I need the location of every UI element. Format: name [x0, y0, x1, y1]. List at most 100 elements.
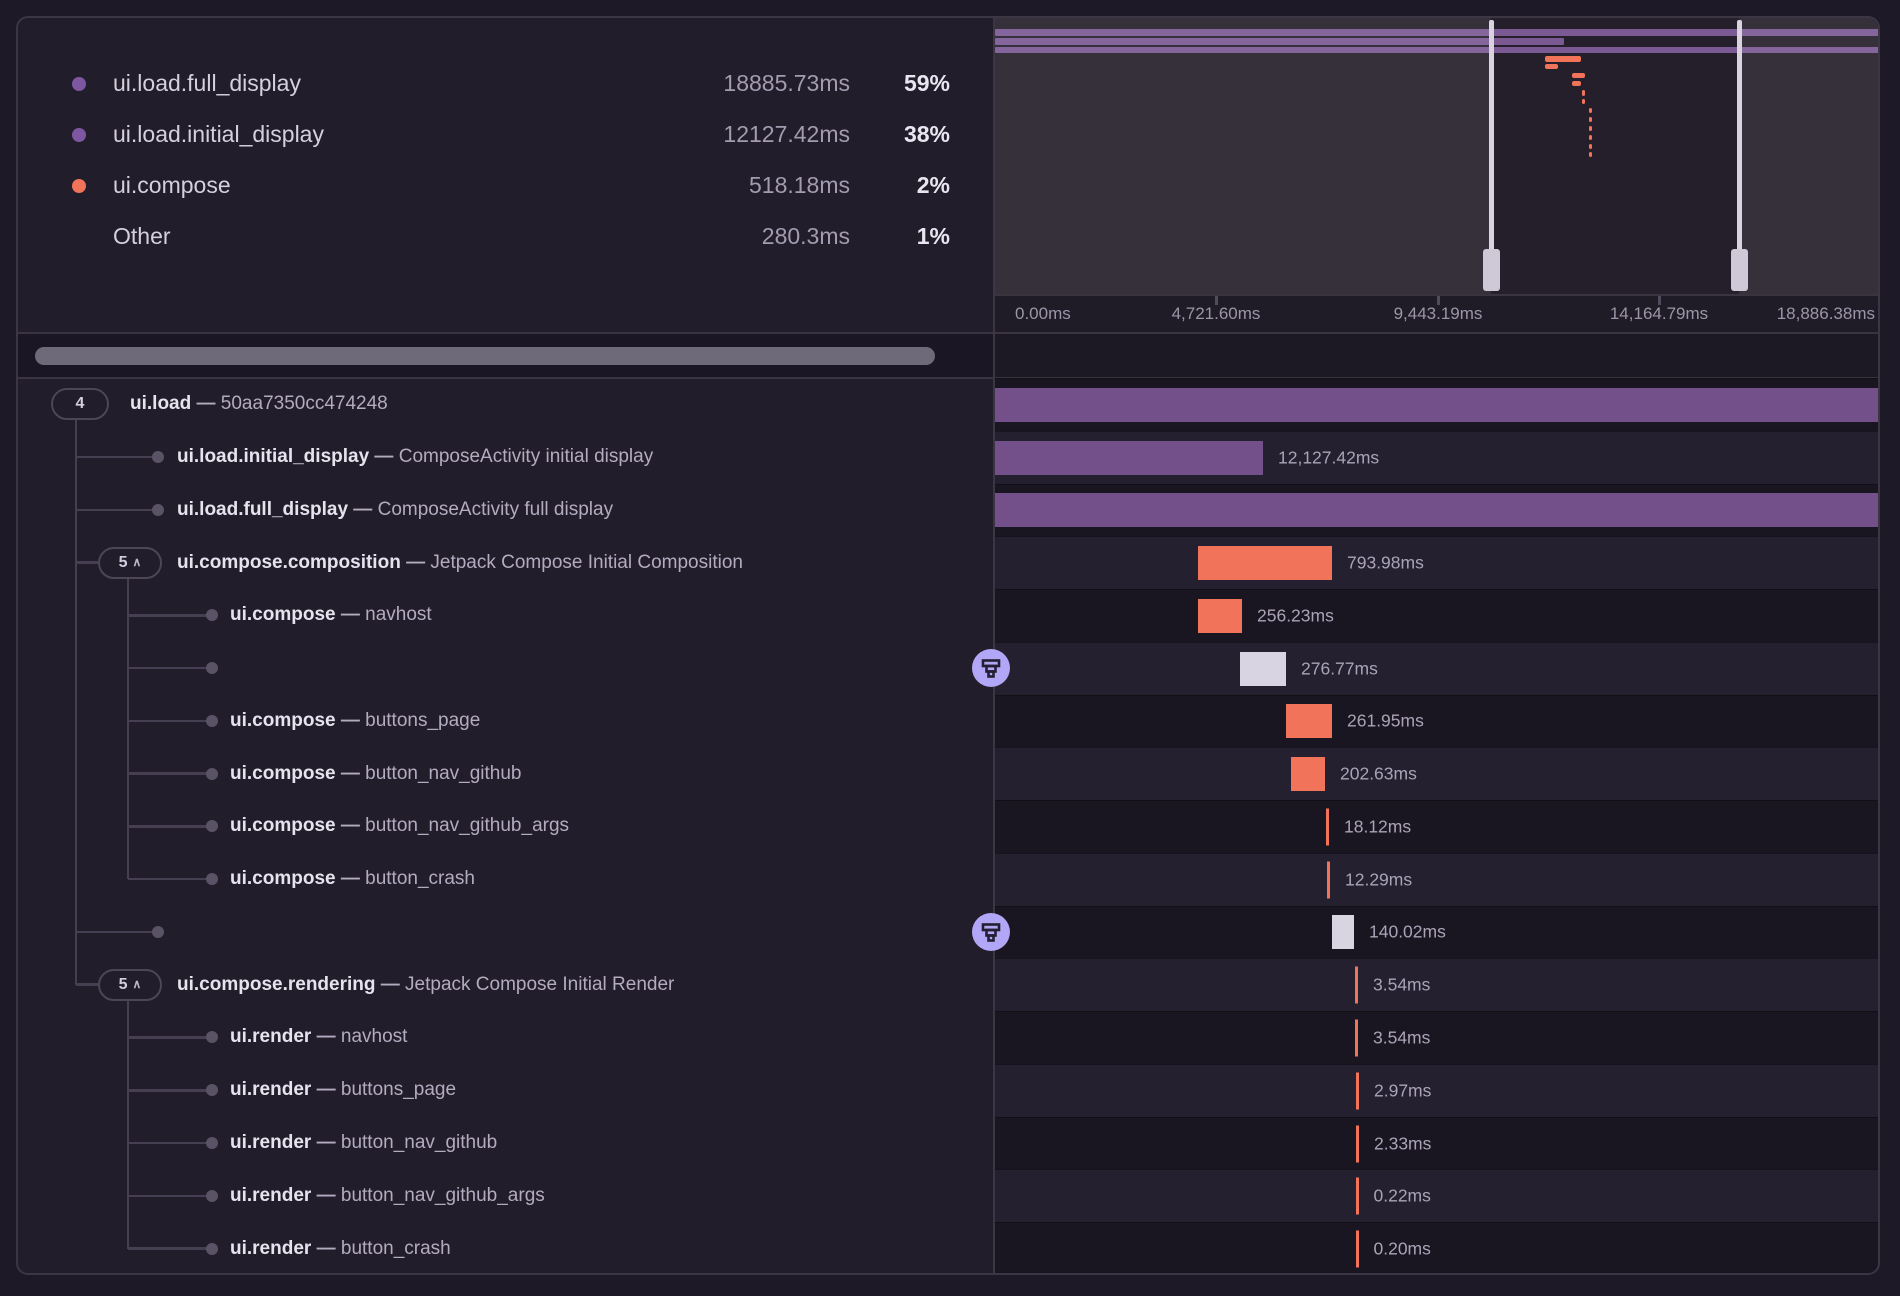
span-tree-cell[interactable]: ui.load.initial_display — ComposeActivit…	[18, 431, 993, 484]
span-tree-cell[interactable]: ui.compose — button_crash	[18, 853, 993, 906]
span-row[interactable]: ui.render — button_crash 0.20ms	[18, 1222, 1878, 1273]
span-duration-bar[interactable]	[1326, 808, 1329, 846]
chevron-up-icon: ∧	[132, 976, 142, 991]
span-row[interactable]: 5 ∧ ui.compose.composition — Jetpack Compo…	[18, 536, 1878, 590]
minimap-handle-right-grip[interactable]	[1730, 249, 1748, 291]
span-row[interactable]: ui.compose — button_nav_github 202.63ms	[18, 747, 1878, 801]
span-tree-cell[interactable]: 4 ui.load — 50aa7350cc474248	[18, 378, 993, 431]
span-row[interactable]: ui.render — button_nav_github 2.33ms	[18, 1116, 1878, 1170]
span-separator: —	[400, 551, 431, 573]
span-tree-cell[interactable]: ui.compose — button_nav_github	[18, 747, 993, 800]
span-row[interactable]: ui.load.full_display — ComposeActivity f…	[18, 483, 1878, 537]
span-description: ui.compose.composition — Jetpack Compose…	[177, 552, 743, 574]
span-tree-cell[interactable]: ui.render — button_nav_github	[18, 1117, 993, 1170]
span-row[interactable]: ui.render — buttons_page 2.97ms	[18, 1063, 1878, 1117]
span-bar-cell[interactable]	[995, 378, 1878, 431]
span-duration-bar[interactable]	[1327, 861, 1330, 899]
legend-duration: 280.3ms	[761, 223, 850, 249]
span-bar-cell[interactable]: 18.12ms	[995, 800, 1878, 853]
span-tree-cell[interactable]: ui.render — buttons_page	[18, 1064, 993, 1117]
span-tree-cell[interactable]: ui.load.full_display — ComposeActivity f…	[18, 484, 993, 537]
span-tree-cell[interactable]	[18, 642, 993, 695]
tree-waterfall-divider[interactable]	[993, 18, 995, 1273]
span-bar-cell[interactable]: 276.77ms	[995, 641, 1878, 695]
span-row[interactable]: ui.compose — button_nav_github_args 18.12…	[18, 800, 1878, 853]
minimap-compose-span	[1572, 81, 1581, 86]
span-duration-bar[interactable]	[1355, 966, 1358, 1004]
minimap-handle-left-grip[interactable]	[1482, 249, 1500, 291]
minimap-handle-right[interactable]	[1736, 20, 1742, 288]
span-duration-bar[interactable]	[1291, 757, 1325, 792]
span-tree-cell[interactable]: ui.render — navhost	[18, 1011, 993, 1064]
span-tree-cell[interactable]: ui.render — button_crash	[18, 1222, 993, 1273]
span-duration-label: 18.12ms	[1344, 816, 1412, 837]
span-bar-cell[interactable]: 0.22ms	[995, 1169, 1878, 1223]
span-bar-cell[interactable]: 2.97ms	[995, 1063, 1878, 1117]
span-op: ui.load.initial_display	[177, 446, 370, 468]
span-op: ui.compose	[230, 762, 336, 784]
span-duration-bar[interactable]	[1240, 651, 1286, 686]
span-tree-cell[interactable]: 5 ∧ ui.compose.rendering — Jetpack Compose…	[18, 958, 993, 1011]
minimap-handle-left[interactable]	[1488, 20, 1494, 288]
span-duration-bar[interactable]	[1356, 1072, 1359, 1110]
span-duration-bar[interactable]	[1286, 704, 1332, 739]
axis-tick	[1436, 296, 1440, 305]
span-bar-cell[interactable]: 3.54ms	[995, 1011, 1878, 1064]
span-row[interactable]: ui.render — navhost 3.54ms	[18, 1011, 1878, 1064]
span-bar-cell[interactable]: 3.54ms	[995, 958, 1878, 1012]
span-row[interactable]: 140.02ms	[18, 905, 1878, 959]
span-count-badge[interactable]: 5 ∧	[98, 968, 162, 1001]
tree-node-dot	[206, 714, 218, 727]
tree-connector	[128, 1247, 212, 1250]
span-duration-bar[interactable]	[1356, 1125, 1359, 1162]
span-duration-bar[interactable]	[995, 493, 1878, 528]
span-duration-bar[interactable]	[1356, 1177, 1359, 1215]
span-row[interactable]: 4 ui.load — 50aa7350cc474248	[18, 378, 1878, 431]
span-description: ui.load.full_display — ComposeActivity f…	[177, 499, 613, 521]
span-bar-cell[interactable]: 0.20ms	[995, 1222, 1878, 1273]
minimap-compose-span	[1572, 73, 1585, 78]
span-bar-cell[interactable]: 140.02ms	[995, 905, 1878, 959]
span-duration-bar[interactable]	[1356, 1230, 1359, 1268]
span-bar-cell[interactable]: 12,127.42ms	[995, 430, 1878, 484]
span-tree-cell[interactable]: ui.compose — buttons_page	[18, 695, 993, 748]
trace-minimap[interactable]	[995, 18, 1878, 294]
tree-scrollbar-thumb[interactable]	[35, 347, 935, 365]
span-tree-cell[interactable]: ui.compose — button_nav_github_args	[18, 800, 993, 853]
tree-guide-line	[126, 578, 130, 880]
axis-label: 14,164.79ms	[1609, 304, 1709, 323]
span-bar-cell[interactable]: 256.23ms	[995, 589, 1878, 642]
span-bar-cell[interactable]: 12.29ms	[995, 852, 1878, 906]
span-bar-cell[interactable]: 2.33ms	[995, 1116, 1878, 1170]
span-count-badge[interactable]: 5 ∧	[98, 546, 162, 579]
span-duration-bar[interactable]	[1198, 598, 1242, 633]
profile-icon[interactable]	[972, 649, 1010, 688]
span-duration-bar[interactable]	[1355, 1019, 1358, 1057]
span-rows: 4 ui.load — 50aa7350cc474248 ui.load.initi…	[18, 378, 1878, 1273]
span-row[interactable]: ui.load.initial_display — ComposeActivit…	[18, 430, 1878, 484]
span-tree-cell[interactable]	[18, 906, 993, 959]
span-row[interactable]: ui.render — button_nav_github_args 0.22ms	[18, 1169, 1878, 1223]
tree-scrollbar-track[interactable]	[18, 332, 993, 378]
span-row[interactable]: ui.compose — navhost 256.23ms	[18, 589, 1878, 642]
span-bar-cell[interactable]: 261.95ms	[995, 694, 1878, 748]
span-separator: —	[191, 393, 221, 415]
span-tree-cell[interactable]: ui.render — button_nav_github_args	[18, 1169, 993, 1222]
span-bar-cell[interactable]	[995, 483, 1878, 537]
span-description: ui.render — button_nav_github_args	[230, 1185, 545, 1207]
span-row[interactable]: 5 ∧ ui.compose.rendering — Jetpack Compose…	[18, 958, 1878, 1012]
span-row[interactable]: ui.compose — button_crash 12.29ms	[18, 852, 1878, 906]
span-count-badge[interactable]: 4	[51, 388, 109, 421]
span-duration-bar[interactable]	[1198, 546, 1332, 581]
span-tree-cell[interactable]: 5 ∧ ui.compose.composition — Jetpack Compo…	[18, 536, 993, 589]
profile-icon[interactable]	[972, 912, 1010, 951]
span-bar-cell[interactable]: 202.63ms	[995, 747, 1878, 801]
span-row[interactable]: ui.compose — buttons_page 261.95ms	[18, 694, 1878, 748]
span-bar-cell[interactable]: 793.98ms	[995, 536, 1878, 590]
span-duration-bar[interactable]	[995, 440, 1263, 475]
span-tree-cell[interactable]: ui.compose — navhost	[18, 589, 993, 642]
axis-tick	[1657, 296, 1661, 305]
span-duration-bar[interactable]	[1332, 915, 1354, 950]
span-row[interactable]: 276.77ms	[18, 641, 1878, 695]
span-duration-bar[interactable]	[995, 387, 1878, 422]
